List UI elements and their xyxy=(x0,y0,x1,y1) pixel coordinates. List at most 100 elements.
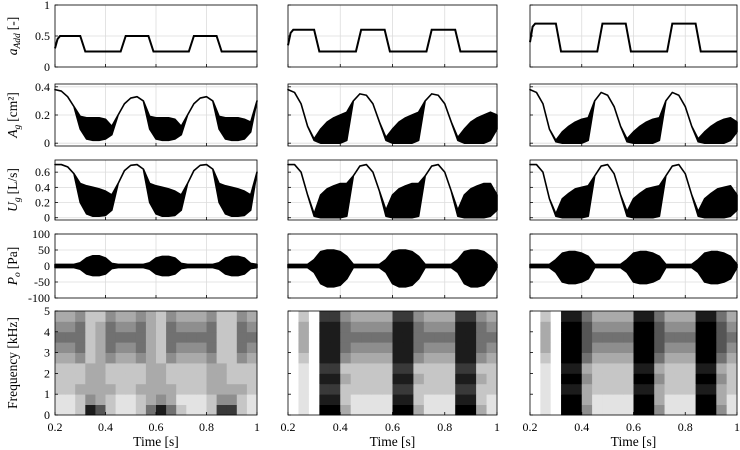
spectrogram-cell xyxy=(476,321,487,333)
spectrogram-cell xyxy=(206,352,217,364)
spectrogram-cell xyxy=(340,363,352,374)
spectrogram-cell xyxy=(465,394,477,405)
spectrogram-cell xyxy=(115,342,127,353)
spectrogram-cell xyxy=(486,394,498,405)
spectrogram-cell xyxy=(434,342,446,353)
y-label-symbol: P xyxy=(5,277,20,286)
spectrogram-cell xyxy=(716,342,728,353)
spectrogram-cell xyxy=(236,394,248,405)
spectrogram-cell xyxy=(602,321,614,333)
spectrogram-cell xyxy=(319,363,331,374)
y-tick-label: 0.4 xyxy=(35,80,50,94)
spectrogram-cell xyxy=(654,342,665,353)
spectrogram-cell xyxy=(125,342,137,353)
spectrogram-cell xyxy=(340,394,352,405)
spectrogram-cell xyxy=(288,321,299,333)
spectrogram-cell xyxy=(156,363,167,374)
spectrogram-cell xyxy=(413,394,425,405)
spectrogram-cell xyxy=(423,331,435,343)
spectrogram-cell xyxy=(95,363,106,374)
spectrogram-cell xyxy=(298,321,310,333)
spectrogram-cell xyxy=(226,331,238,343)
panel: -100 -50 0 50 100 Po [Pa] xyxy=(5,227,258,305)
spectrogram-cell xyxy=(561,342,572,353)
spectrogram-cell xyxy=(465,331,477,343)
spectrogram-cell xyxy=(685,404,696,416)
spectrogram-cell xyxy=(176,331,187,343)
spectrogram-cell xyxy=(216,342,228,353)
spectrogram-cell xyxy=(581,342,593,353)
spectrogram-cell xyxy=(246,383,258,395)
spectrogram-cell xyxy=(85,373,96,385)
spectrogram-cell xyxy=(623,352,634,364)
spectrogram-cell xyxy=(402,342,414,353)
spectrogram-cell xyxy=(350,383,362,395)
y-tick-label: 3 xyxy=(44,346,50,360)
spectrogram-cell xyxy=(444,404,456,416)
spectrogram-cell xyxy=(382,373,393,385)
spectrogram-cell xyxy=(561,331,572,343)
spectrogram-cell xyxy=(455,352,467,364)
spectrogram-cell xyxy=(65,383,76,395)
spectrogram-cell xyxy=(216,311,228,322)
spectrogram-cell xyxy=(95,373,106,385)
spectrogram-cell xyxy=(581,331,593,343)
spectrogram-cell xyxy=(216,352,228,364)
spectrogram-cell xyxy=(654,404,665,416)
spectrogram-cell xyxy=(329,342,341,353)
spectrogram-cell xyxy=(308,363,320,374)
panel: 0.2 0.4 0.6 0.8 1 Time [s] xyxy=(281,310,500,449)
spectrogram-cell xyxy=(186,321,197,333)
spectrogram-cell xyxy=(55,373,66,385)
spectrogram-cell xyxy=(105,404,116,416)
data-line xyxy=(54,35,257,53)
spectrogram-cell xyxy=(476,404,487,416)
spectrogram-cell xyxy=(236,363,248,374)
x-tick-label: 0.2 xyxy=(48,420,63,434)
spectrogram-cell xyxy=(196,342,207,353)
spectrogram-cell xyxy=(444,373,456,385)
spectrogram-cell xyxy=(434,363,446,374)
spectrogram-cell xyxy=(444,363,456,374)
spectrogram-cell xyxy=(674,394,686,405)
spectrogram-cell xyxy=(382,394,393,405)
spectrogram-cell xyxy=(308,383,320,395)
spectrogram-cell xyxy=(350,373,362,385)
spectrogram-cell xyxy=(371,342,383,353)
panel xyxy=(529,159,738,221)
spectrogram-cell xyxy=(319,311,331,322)
spectrogram-cell xyxy=(561,404,572,416)
spectrogram-cell xyxy=(674,321,686,333)
spectrogram-cell xyxy=(602,404,614,416)
spectrogram-cell xyxy=(444,352,456,364)
spectrogram-cell xyxy=(329,331,341,343)
panel xyxy=(287,4,498,68)
spectrogram-cell xyxy=(186,352,197,364)
spectrogram-cell xyxy=(392,383,404,395)
panel: 0.2 0.4 0.6 0.8 1 Time [s] xyxy=(523,310,740,449)
spectrogram-cell xyxy=(550,331,562,343)
spectrogram-cell xyxy=(423,342,435,353)
spectrogram-cell xyxy=(540,321,552,333)
spectrogram-cell xyxy=(695,363,707,374)
spectrogram-cell xyxy=(340,311,352,322)
spectrogram-cell xyxy=(382,404,393,416)
panel: 0 0.5 1 aAdd [-] xyxy=(5,0,258,74)
y-label-subscript: g xyxy=(13,125,23,130)
spectrogram-cell xyxy=(156,394,167,405)
spectrogram-cell xyxy=(308,373,320,385)
spectrogram-cell xyxy=(716,404,728,416)
spectrogram-cell xyxy=(434,394,446,405)
spectrogram-cell xyxy=(246,331,258,343)
spectrogram-cell xyxy=(176,373,187,385)
spectrogram-cell xyxy=(643,383,655,395)
spectrogram-cell xyxy=(413,331,425,343)
spectrogram-cell xyxy=(392,404,404,416)
spectrogram-cell xyxy=(581,404,593,416)
spectrogram-cell xyxy=(361,394,372,405)
spectrogram-cell xyxy=(402,363,414,374)
spectrogram-cell xyxy=(176,311,187,322)
spectrogram-cell xyxy=(382,321,393,333)
spectrogram-cell xyxy=(695,321,707,333)
